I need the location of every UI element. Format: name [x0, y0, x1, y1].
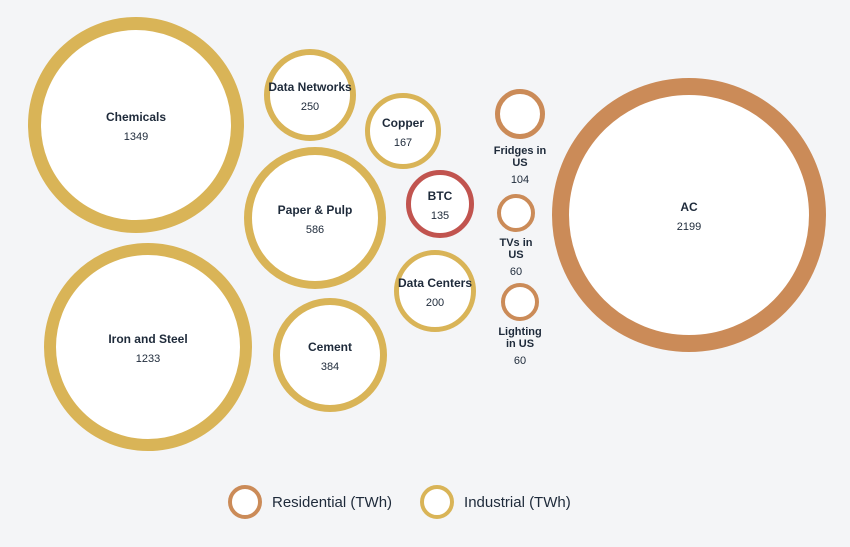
bubble-iron-steel: Iron and Steel 1233: [44, 243, 252, 451]
legend-item-residential: Residential (TWh): [228, 485, 392, 519]
bubble-cement-label: Cement: [273, 341, 387, 354]
bubble-ac: AC 2199: [552, 78, 826, 352]
bubble-paper-pulp: Paper & Pulp 586: [244, 147, 386, 289]
bubble-lighting-value: 60: [470, 355, 570, 367]
bubble-fridges: [495, 89, 545, 139]
bubble-chemicals-value: 1349: [124, 131, 148, 143]
bubble-fridges-value: 104: [470, 174, 570, 186]
bubble-lighting: [501, 283, 539, 321]
bubble-data-centers-value: 200: [426, 297, 444, 309]
legend-label-industrial: Industrial (TWh): [464, 494, 571, 511]
bubble-tvs: [497, 194, 535, 232]
bubble-data-centers-label: Data Centers: [394, 277, 476, 290]
bubble-fridges-label: Fridges in US: [470, 145, 570, 169]
bubble-chemicals: Chemicals 1349: [28, 17, 244, 233]
bubble-btc: BTC 135: [406, 170, 474, 238]
bubble-iron-steel-value: 1233: [136, 353, 160, 365]
bubble-copper: Copper 167: [365, 93, 441, 169]
bubble-lighting-label: Lighting in US: [470, 326, 570, 350]
bubble-ac-label: AC: [552, 201, 826, 214]
bubble-cement: Cement 384: [273, 298, 387, 412]
bubble-data-networks: Data Networks 250: [264, 49, 356, 141]
bubble-tvs-value: 60: [466, 266, 566, 278]
legend-swatch-residential: [228, 485, 262, 519]
bubble-data-networks-label: Data Networks: [264, 81, 356, 94]
bubble-btc-value: 135: [431, 210, 449, 222]
bubble-chart: Chemicals 1349 Iron and Steel 1233 Paper & P…: [0, 0, 850, 547]
bubble-iron-steel-label: Iron and Steel: [44, 333, 252, 346]
bubble-copper-label: Copper: [365, 117, 441, 130]
bubble-cement-value: 384: [321, 361, 339, 373]
bubble-copper-value: 167: [394, 137, 412, 149]
legend-swatch-industrial: [420, 485, 454, 519]
bubble-ac-value: 2199: [677, 221, 701, 233]
bubble-btc-label: BTC: [406, 190, 474, 203]
legend-label-residential: Residential (TWh): [272, 494, 392, 511]
legend-item-industrial: Industrial (TWh): [420, 485, 571, 519]
bubble-paper-pulp-label: Paper & Pulp: [244, 204, 386, 217]
bubble-data-networks-value: 250: [301, 101, 319, 113]
bubble-data-centers: Data Centers 200: [394, 250, 476, 332]
bubble-tvs-label: TVs in US: [466, 237, 566, 261]
bubble-chemicals-label: Chemicals: [28, 111, 244, 124]
legend: Residential (TWh) Industrial (TWh): [228, 485, 571, 519]
bubble-paper-pulp-value: 586: [306, 224, 324, 236]
